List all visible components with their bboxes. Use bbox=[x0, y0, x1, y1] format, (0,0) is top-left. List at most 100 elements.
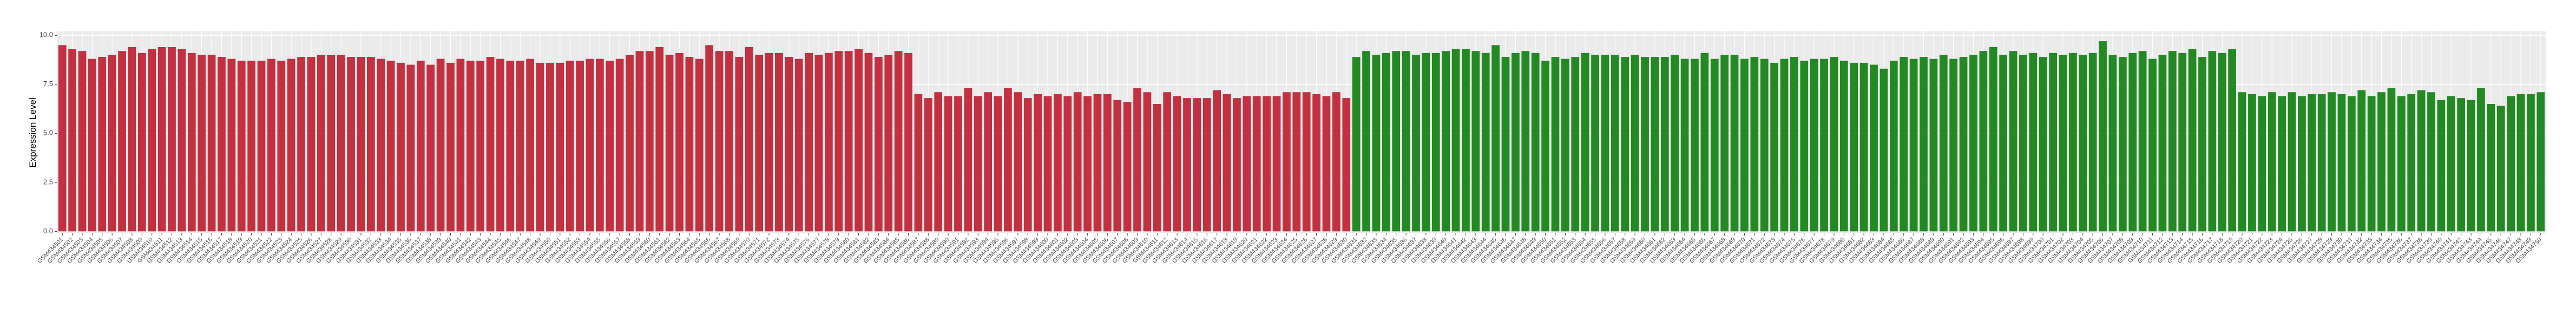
bar bbox=[1591, 55, 1599, 232]
bar bbox=[864, 53, 873, 232]
bar bbox=[1611, 55, 1619, 232]
bar bbox=[2069, 53, 2077, 232]
bar bbox=[1621, 57, 1629, 232]
bar bbox=[297, 57, 305, 232]
bar bbox=[1272, 96, 1281, 232]
bar bbox=[715, 51, 724, 232]
bar bbox=[2019, 55, 2027, 232]
bar bbox=[506, 61, 515, 232]
bar bbox=[377, 58, 385, 232]
bar bbox=[1720, 55, 1729, 232]
bar bbox=[1223, 94, 1231, 232]
bar bbox=[1939, 55, 1948, 232]
bar bbox=[178, 49, 186, 232]
bar bbox=[954, 96, 962, 232]
bar bbox=[1143, 92, 1152, 232]
bar bbox=[277, 61, 286, 232]
bar bbox=[247, 61, 256, 232]
y-tick-label: 7.5 bbox=[43, 80, 53, 88]
bar bbox=[1183, 98, 1191, 232]
bar bbox=[1660, 57, 1669, 232]
bar bbox=[446, 62, 455, 232]
bar bbox=[2527, 94, 2535, 232]
bar bbox=[1103, 94, 1112, 232]
bar bbox=[2347, 96, 2356, 232]
bar bbox=[1362, 51, 1370, 232]
bar bbox=[2218, 53, 2226, 232]
bar bbox=[1252, 96, 1261, 232]
bar bbox=[2049, 53, 2057, 232]
bar bbox=[794, 58, 803, 232]
bar bbox=[456, 58, 465, 232]
bar bbox=[2039, 57, 2047, 232]
bar bbox=[327, 55, 336, 232]
bar bbox=[546, 62, 554, 232]
bar bbox=[1680, 58, 1689, 232]
bar bbox=[1501, 57, 1510, 232]
bar bbox=[685, 57, 694, 232]
bar bbox=[586, 58, 594, 232]
bar bbox=[964, 88, 972, 232]
bar bbox=[1581, 53, 1589, 232]
bar bbox=[2009, 51, 2018, 232]
bar bbox=[695, 58, 704, 232]
bar bbox=[855, 49, 863, 232]
bar bbox=[1193, 98, 1201, 232]
bar bbox=[2457, 98, 2466, 232]
bar bbox=[108, 55, 116, 232]
bar bbox=[924, 98, 932, 232]
bar bbox=[1571, 57, 1580, 232]
bar bbox=[406, 64, 415, 232]
bar bbox=[2298, 96, 2306, 232]
bar bbox=[1760, 58, 1769, 232]
bar bbox=[1014, 92, 1022, 232]
bar bbox=[1929, 58, 1938, 232]
bar bbox=[566, 61, 574, 232]
bar bbox=[1402, 51, 1410, 232]
bar bbox=[218, 57, 226, 232]
bar bbox=[58, 45, 67, 232]
bar bbox=[2507, 96, 2515, 232]
bar bbox=[1999, 55, 2007, 232]
bar bbox=[1900, 57, 1908, 232]
bar bbox=[2288, 92, 2296, 232]
bar bbox=[1292, 92, 1301, 232]
bar bbox=[1780, 58, 1789, 232]
bar bbox=[2079, 55, 2087, 232]
bar bbox=[1770, 62, 1778, 232]
bar bbox=[2228, 49, 2237, 232]
bar bbox=[2467, 100, 2475, 232]
bar bbox=[1083, 96, 1092, 232]
bar bbox=[825, 53, 833, 232]
bar bbox=[1302, 92, 1311, 232]
bar bbox=[576, 61, 584, 232]
bar bbox=[596, 58, 604, 232]
bar bbox=[626, 55, 634, 232]
bar bbox=[397, 62, 405, 232]
bar bbox=[725, 51, 733, 232]
bar bbox=[337, 55, 345, 232]
bar bbox=[2397, 96, 2406, 232]
bar bbox=[2158, 55, 2167, 232]
bar bbox=[665, 55, 674, 232]
bar bbox=[227, 58, 236, 232]
bar bbox=[1113, 100, 1122, 232]
bar bbox=[516, 61, 524, 232]
bar bbox=[157, 47, 166, 232]
bar bbox=[2278, 96, 2286, 232]
bar bbox=[1491, 45, 1500, 232]
y-tick-label: 5.0 bbox=[43, 129, 53, 137]
bar bbox=[745, 47, 753, 232]
bar bbox=[1730, 55, 1739, 232]
bar bbox=[466, 61, 475, 232]
bar bbox=[347, 57, 355, 232]
bar bbox=[2317, 94, 2326, 232]
bar bbox=[1979, 51, 1988, 232]
bar bbox=[1820, 58, 1828, 232]
bar bbox=[635, 51, 644, 232]
bar bbox=[1173, 96, 1181, 232]
bar bbox=[257, 61, 266, 232]
bar bbox=[2148, 58, 2157, 232]
bar bbox=[1561, 58, 1569, 232]
bar bbox=[78, 51, 87, 232]
